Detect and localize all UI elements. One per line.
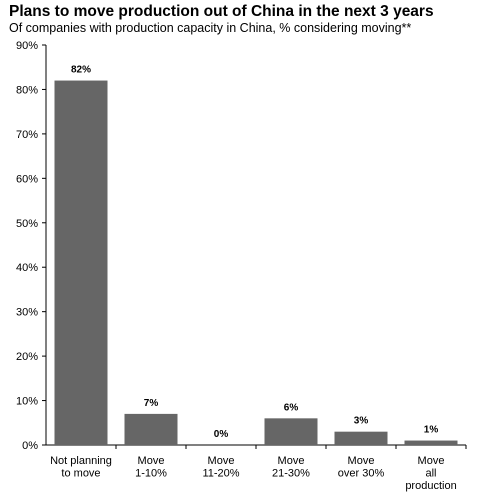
x-category-label: Not planning to move: [50, 455, 112, 480]
y-tick-label: 30%: [16, 307, 38, 319]
bar: [264, 418, 318, 445]
x-category-label-line: to move: [61, 468, 100, 480]
bar: [334, 431, 388, 445]
y-tick-label: 20%: [16, 351, 38, 363]
x-category-label: Move 11-20%: [202, 455, 239, 480]
y-tick-label: 80%: [16, 84, 38, 96]
x-category-label-line: all: [425, 468, 436, 480]
x-category-label-line: Move: [348, 455, 375, 467]
x-category-label-line: Move: [138, 455, 165, 467]
bar-value-label: 1%: [424, 425, 439, 436]
bar-value-label: 7%: [144, 398, 159, 409]
bar-value-label: 82%: [71, 65, 91, 76]
x-category-label-line: 21-30%: [272, 468, 310, 480]
x-category-label: Move 1-10%: [135, 455, 167, 480]
bar-value-label: 6%: [284, 402, 299, 413]
bar-value-label: 0%: [214, 429, 229, 440]
y-tick-label: 50%: [16, 218, 38, 230]
chart-title: Plans to move production out of China in…: [9, 3, 434, 20]
chart-subtitle: Of companies with production capacity in…: [9, 21, 412, 35]
x-category-label-line: 1-10%: [135, 468, 167, 480]
bar: [124, 413, 178, 445]
x-category-label-line: 11-20%: [202, 468, 239, 480]
y-tick-label: 40%: [16, 262, 38, 274]
y-tick-label: 60%: [16, 173, 38, 185]
x-category-label-line: Not planning: [50, 455, 112, 467]
bar: [54, 80, 108, 446]
x-category-label-line: production: [405, 480, 456, 492]
bar-value-label: 3%: [354, 416, 369, 427]
x-category-label: Move all production: [405, 455, 456, 492]
y-tick-label: 70%: [16, 129, 38, 141]
y-tick-label: 10%: [16, 396, 38, 408]
y-tick-label: 0%: [22, 440, 38, 452]
x-category-label-line: Move: [278, 455, 305, 467]
y-tick-label: 90%: [16, 40, 38, 52]
x-category-label: Move over 30%: [338, 455, 385, 480]
x-category-label-line: over 30%: [338, 468, 385, 480]
x-category-label-line: Move: [208, 455, 235, 467]
x-category-label-line: Move: [418, 455, 445, 467]
bar: [404, 440, 458, 445]
x-category-label: Move 21-30%: [272, 455, 310, 480]
